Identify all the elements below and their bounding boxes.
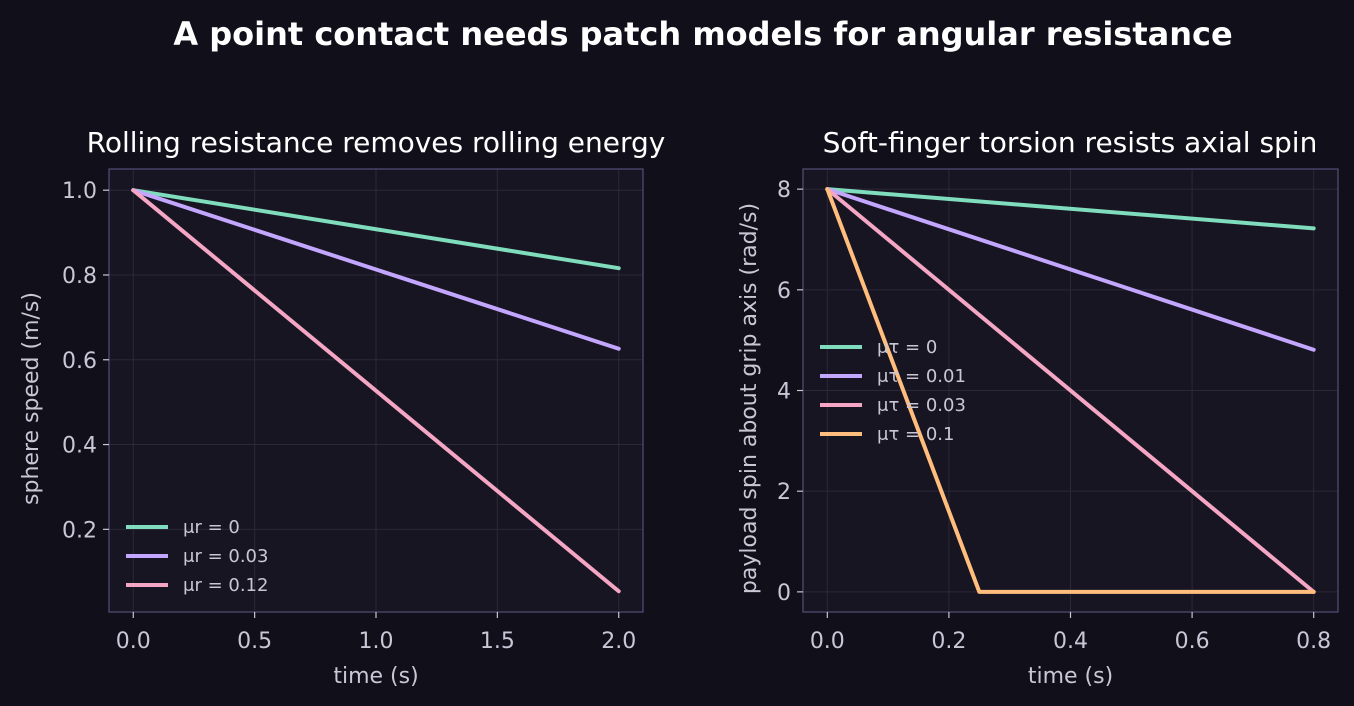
x-tick-label: 1.5 <box>480 629 515 654</box>
series-line-3 <box>825 187 1316 594</box>
x-tick-label: 0.2 <box>931 629 966 654</box>
series-line-2 <box>825 187 1316 352</box>
x-tick-label: 0.0 <box>810 629 845 654</box>
figure-title: A point contact needs patch models for a… <box>173 15 1232 53</box>
legend-label-1: μτ = 0 <box>877 337 937 358</box>
x-tick-label: 0.0 <box>116 629 151 654</box>
series-line-4 <box>825 187 1316 594</box>
y-tick-label: 2 <box>777 480 791 505</box>
legend-label-1: μr = 0 <box>183 517 240 538</box>
y-tick-label: 0.6 <box>62 349 97 374</box>
series-line-1 <box>131 188 621 271</box>
x-tick-label: 2.0 <box>601 629 636 654</box>
y-tick-label: 0 <box>777 581 791 606</box>
y-tick-label: 0.4 <box>62 434 97 459</box>
series-line-1 <box>825 187 1316 231</box>
y-tick-label: 8 <box>777 178 791 203</box>
legend: μr = 0 μr = 0.03 μr = 0.12 <box>126 517 268 596</box>
y-tick-label: 1.0 <box>62 179 97 204</box>
series-line-3 <box>131 188 621 594</box>
chart-title: Soft-finger torsion resists axial spin <box>823 126 1318 159</box>
chart-panel-2: 0.0 0.2 0.4 0.6 0.8 0 2 4 6 8 Soft-finger torsion … <box>737 126 1339 689</box>
legend-label-2: μr = 0.03 <box>183 546 268 567</box>
x-tick-label: 1.0 <box>359 629 394 654</box>
y-tick-label: 0.8 <box>62 264 97 289</box>
legend: μτ = 0 μτ = 0.01 μτ = 0.03 μτ = 0.1 <box>820 337 966 445</box>
x-axis-label: time (s) <box>1028 664 1113 689</box>
y-axis-label: payload spin about grip axis (rad/s) <box>737 203 762 594</box>
chart-panels: 0.0 0.5 1.0 1.5 2.0 0.2 0.4 0.6 0.8 1.0 Rolling re… <box>19 126 1339 689</box>
x-tick-label: 0.4 <box>1053 629 1088 654</box>
y-tick-label: 6 <box>777 279 791 304</box>
x-axis-label: time (s) <box>333 664 418 689</box>
x-tick-label: 0.6 <box>1175 629 1210 654</box>
legend-label-2: μτ = 0.01 <box>877 366 966 387</box>
x-tick-label: 0.8 <box>1296 629 1331 654</box>
legend-label-4: μτ = 0.1 <box>877 424 954 445</box>
chart-title: Rolling resistance removes rolling energ… <box>87 126 666 159</box>
legend-label-3: μτ = 0.03 <box>877 395 966 416</box>
chart-panel-1: 0.0 0.5 1.0 1.5 2.0 0.2 0.4 0.6 0.8 1.0 Rolling re… <box>19 126 665 689</box>
series-line-2 <box>131 188 621 351</box>
x-tick-label: 0.5 <box>237 629 272 654</box>
y-tick-label: 0.2 <box>62 518 97 543</box>
legend-label-3: μr = 0.12 <box>183 575 268 596</box>
y-tick-label: 4 <box>777 380 791 405</box>
y-axis-label: sphere speed (m/s) <box>19 292 44 505</box>
